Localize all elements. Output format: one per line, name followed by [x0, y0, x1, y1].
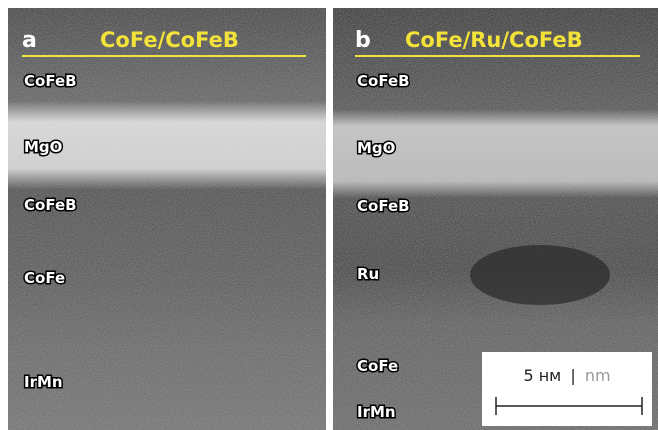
scale-separator: | — [570, 366, 575, 385]
layer-label: CoFeB — [24, 72, 77, 90]
panel-title: CoFe/CoFeB — [100, 28, 239, 52]
layer-label: Ru — [357, 265, 379, 283]
panel-letter: b — [355, 28, 371, 53]
layer-label: CoFe — [24, 269, 65, 287]
layer-label: IrMn — [357, 403, 396, 421]
scale-alt-label: nm — [585, 366, 611, 385]
scale-bar: 5 нм | nm — [482, 352, 652, 426]
layer-label: CoFeB — [357, 72, 410, 90]
panel-letter: a — [22, 28, 37, 53]
panel-title: CoFe/Ru/CoFeB — [405, 28, 583, 52]
layer-label: CoFeB — [357, 197, 410, 215]
layer-label: CoFeB — [24, 196, 77, 214]
dark-region — [470, 245, 610, 305]
layer-label: IrMn — [24, 373, 63, 391]
layer-label: MgO — [24, 138, 62, 156]
scale-box — [482, 352, 652, 426]
scale-label: 5 нм — [523, 366, 561, 385]
layer-label: CoFe — [357, 357, 398, 375]
layer-label: MgO — [357, 139, 395, 157]
micrograph-figure: a CoFe/CoFeB CoFeB MgO CoFeB CoFe IrMn b CoFe/Ru… — [0, 0, 658, 430]
